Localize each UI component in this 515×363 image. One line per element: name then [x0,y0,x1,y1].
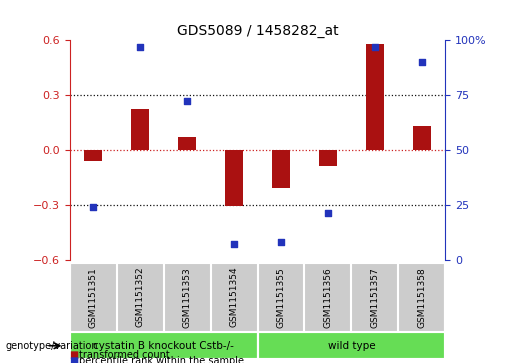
Bar [83,150,102,161]
Bar [319,150,337,166]
Text: genotype/variation: genotype/variation [5,341,98,351]
Text: GSM1151357: GSM1151357 [370,267,380,327]
Bar [225,150,244,207]
Point [277,239,285,245]
Point [324,211,332,216]
Text: transformed count: transformed count [79,350,169,360]
Bar [366,44,384,150]
Text: GSM1151358: GSM1151358 [418,267,426,327]
Point [183,98,191,104]
Text: GSM1151356: GSM1151356 [323,267,333,327]
Text: ■: ■ [69,350,78,360]
Point [418,59,426,65]
Text: cystatin B knockout Cstb-/-: cystatin B knockout Cstb-/- [93,341,234,351]
Text: GSM1151355: GSM1151355 [277,267,285,327]
Bar [131,110,149,150]
Text: GSM1151351: GSM1151351 [89,267,97,327]
Bar [258,332,445,359]
Title: GDS5089 / 1458282_at: GDS5089 / 1458282_at [177,24,338,37]
Point [136,44,144,49]
Text: GSM1151352: GSM1151352 [135,267,145,327]
Text: GSM1151354: GSM1151354 [230,267,238,327]
Text: wild type: wild type [328,341,375,351]
Bar [70,332,258,359]
Point [89,204,97,210]
Bar [271,150,290,188]
Bar [178,137,196,150]
Point [371,44,379,49]
Point [230,241,238,247]
Text: percentile rank within the sample: percentile rank within the sample [79,356,244,363]
Text: ■: ■ [69,356,78,363]
Bar [413,126,432,150]
Text: GSM1151353: GSM1151353 [182,267,192,327]
